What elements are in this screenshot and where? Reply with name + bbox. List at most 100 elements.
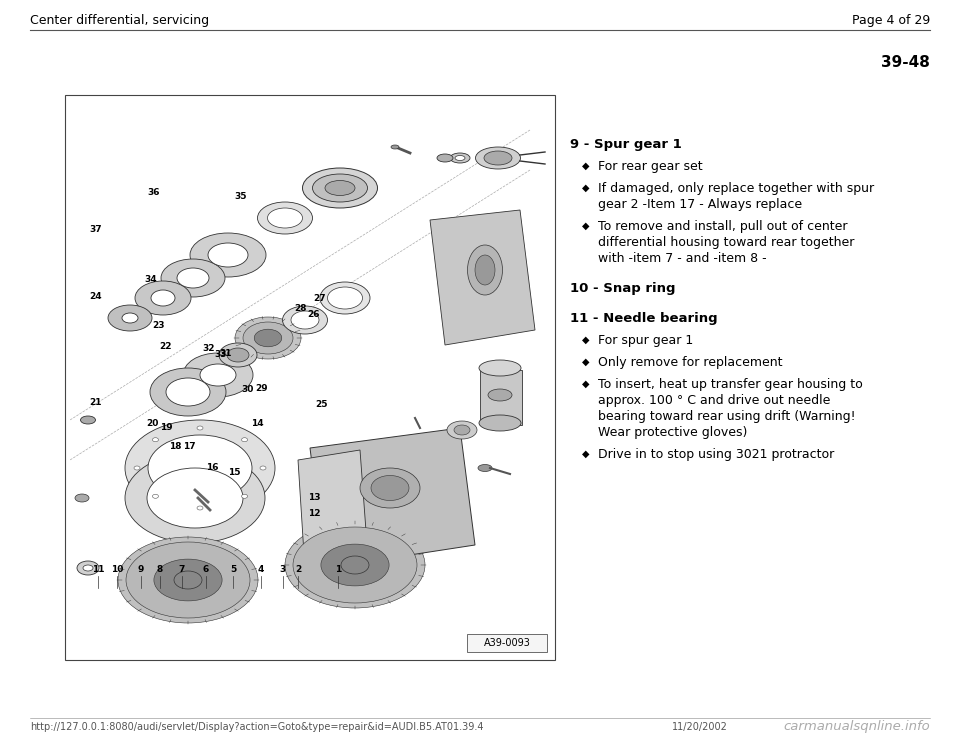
Text: To remove and install, pull out of center: To remove and install, pull out of cente… xyxy=(598,220,848,233)
Ellipse shape xyxy=(81,416,95,424)
Ellipse shape xyxy=(455,156,465,160)
Ellipse shape xyxy=(154,559,222,601)
Polygon shape xyxy=(310,428,475,568)
Ellipse shape xyxy=(166,378,210,406)
Text: Drive in to stop using 3021 protractor: Drive in to stop using 3021 protractor xyxy=(598,448,834,461)
Text: 17: 17 xyxy=(182,442,195,451)
Ellipse shape xyxy=(126,542,250,618)
Text: approx. 100 ° C and drive out needle: approx. 100 ° C and drive out needle xyxy=(598,394,830,407)
Text: Center differential, servicing: Center differential, servicing xyxy=(30,14,209,27)
Text: 18: 18 xyxy=(169,442,181,451)
Text: carmanualsqnline.info: carmanualsqnline.info xyxy=(783,720,930,733)
Ellipse shape xyxy=(313,174,368,202)
Text: 2: 2 xyxy=(295,565,301,574)
Text: gear 2 -Item 17 - Always replace: gear 2 -Item 17 - Always replace xyxy=(598,198,803,211)
Text: ◆: ◆ xyxy=(582,357,589,367)
Ellipse shape xyxy=(235,317,301,359)
Text: 1: 1 xyxy=(335,565,341,574)
Ellipse shape xyxy=(118,537,258,623)
Ellipse shape xyxy=(437,154,453,162)
Text: 23: 23 xyxy=(153,321,165,330)
Ellipse shape xyxy=(479,415,521,431)
Ellipse shape xyxy=(242,438,248,441)
Ellipse shape xyxy=(257,202,313,234)
Ellipse shape xyxy=(282,306,327,334)
Text: 11 - Needle bearing: 11 - Needle bearing xyxy=(570,312,718,325)
Text: If damaged, only replace together with spur: If damaged, only replace together with s… xyxy=(598,182,875,195)
Text: 27: 27 xyxy=(314,294,326,303)
Ellipse shape xyxy=(161,259,225,297)
Text: 22: 22 xyxy=(159,342,172,351)
Text: 21: 21 xyxy=(89,398,102,407)
Ellipse shape xyxy=(77,561,99,575)
Ellipse shape xyxy=(371,476,409,501)
Ellipse shape xyxy=(125,453,265,543)
Text: 16: 16 xyxy=(205,464,218,473)
Bar xyxy=(65,95,555,660)
Text: 9 - Spur gear 1: 9 - Spur gear 1 xyxy=(570,138,682,151)
Ellipse shape xyxy=(190,233,266,277)
Ellipse shape xyxy=(122,313,138,323)
Text: 36: 36 xyxy=(147,188,159,197)
Ellipse shape xyxy=(454,425,470,435)
Ellipse shape xyxy=(242,494,248,499)
Text: To insert, heat up transfer gear housing to: To insert, heat up transfer gear housing… xyxy=(598,378,863,391)
Text: 32: 32 xyxy=(203,344,215,352)
Text: ◆: ◆ xyxy=(582,335,589,345)
Text: 4: 4 xyxy=(258,565,264,574)
Ellipse shape xyxy=(450,153,470,163)
Ellipse shape xyxy=(475,147,520,169)
Text: 5: 5 xyxy=(230,565,236,574)
Text: For rear gear set: For rear gear set xyxy=(598,160,703,173)
Ellipse shape xyxy=(484,151,512,165)
Text: http://127.0.0.1:8080/audi/servlet/Display?action=Goto&type=repair&id=AUDI.B5.AT: http://127.0.0.1:8080/audi/servlet/Displ… xyxy=(30,722,484,732)
Ellipse shape xyxy=(197,506,203,510)
Text: 26: 26 xyxy=(307,309,320,319)
Text: 35: 35 xyxy=(234,192,247,201)
Text: differential housing toward rear together: differential housing toward rear togethe… xyxy=(598,236,854,249)
Ellipse shape xyxy=(148,435,252,501)
Text: 11/20/2002: 11/20/2002 xyxy=(672,722,728,732)
Ellipse shape xyxy=(243,322,293,354)
Text: For spur gear 1: For spur gear 1 xyxy=(598,334,693,347)
Ellipse shape xyxy=(285,522,425,608)
Text: 7: 7 xyxy=(179,565,185,574)
Ellipse shape xyxy=(468,245,502,295)
Ellipse shape xyxy=(108,305,152,331)
Bar xyxy=(467,634,547,652)
Text: 31: 31 xyxy=(220,349,232,358)
Text: 6: 6 xyxy=(203,565,208,574)
Ellipse shape xyxy=(153,438,158,441)
Text: 8: 8 xyxy=(156,565,162,574)
Text: 10: 10 xyxy=(111,565,124,574)
Text: 11: 11 xyxy=(92,565,105,574)
Ellipse shape xyxy=(341,556,369,574)
Text: 13: 13 xyxy=(308,493,321,502)
Ellipse shape xyxy=(135,281,191,315)
Ellipse shape xyxy=(183,353,253,397)
Text: ◆: ◆ xyxy=(582,449,589,459)
Text: 19: 19 xyxy=(160,423,173,432)
Text: 3: 3 xyxy=(279,565,286,574)
Text: Page 4 of 29: Page 4 of 29 xyxy=(852,14,930,27)
Text: 14: 14 xyxy=(252,419,264,428)
Ellipse shape xyxy=(391,145,399,149)
Polygon shape xyxy=(430,210,535,345)
Ellipse shape xyxy=(488,389,512,401)
Text: 24: 24 xyxy=(89,292,102,301)
Text: 34: 34 xyxy=(144,275,156,283)
Ellipse shape xyxy=(200,364,236,386)
Ellipse shape xyxy=(291,311,319,329)
Ellipse shape xyxy=(360,468,420,508)
Ellipse shape xyxy=(174,571,202,589)
Ellipse shape xyxy=(219,343,257,367)
Text: 10 - Snap ring: 10 - Snap ring xyxy=(570,282,676,295)
Ellipse shape xyxy=(151,290,175,306)
Text: Wear protective gloves): Wear protective gloves) xyxy=(598,426,748,439)
Text: bearing toward rear using drift (Warning!: bearing toward rear using drift (Warning… xyxy=(598,410,855,423)
Text: with -item 7 - and -item 8 -: with -item 7 - and -item 8 - xyxy=(598,252,767,265)
Ellipse shape xyxy=(75,494,89,502)
Text: 15: 15 xyxy=(228,468,240,477)
Text: A39-0093: A39-0093 xyxy=(484,638,531,648)
Ellipse shape xyxy=(147,468,243,528)
